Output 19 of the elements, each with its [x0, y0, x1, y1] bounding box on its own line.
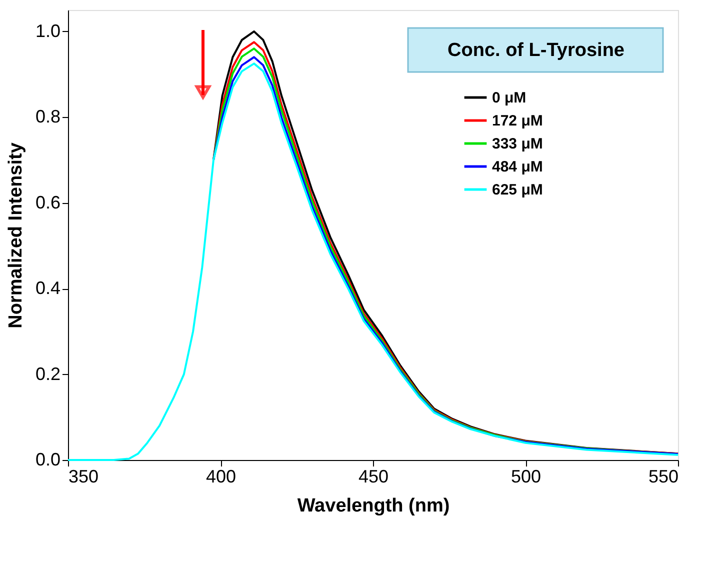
legend-title: Conc. of L-Tyrosine: [448, 40, 624, 61]
x-tick-label: 550: [648, 466, 678, 486]
x-tick-label: 450: [358, 466, 389, 486]
y-tick-label: 0.4: [35, 278, 60, 298]
legend-label: 0 μM: [492, 90, 526, 106]
y-axis-title: Normalized Intensity: [5, 142, 26, 328]
legend-label: 172 μM: [492, 112, 543, 130]
x-tick-label: 500: [510, 466, 542, 486]
x-tick-label: 350: [68, 466, 99, 486]
x-tick-label: 400: [206, 466, 236, 486]
legend-label: 484 μM: [492, 158, 543, 176]
legend-label: 625 μM: [492, 182, 543, 198]
y-tick-label: 0.2: [35, 364, 60, 384]
y-tick-label: 0.0: [35, 450, 60, 470]
y-tick-label: 1.0: [35, 20, 60, 41]
x-axis-title: Wavelength (nm): [297, 496, 450, 516]
y-tick-label: 0.6: [35, 192, 60, 212]
y-tick-label: 0.8: [35, 106, 60, 127]
legend-label: 333 μM: [492, 136, 543, 152]
